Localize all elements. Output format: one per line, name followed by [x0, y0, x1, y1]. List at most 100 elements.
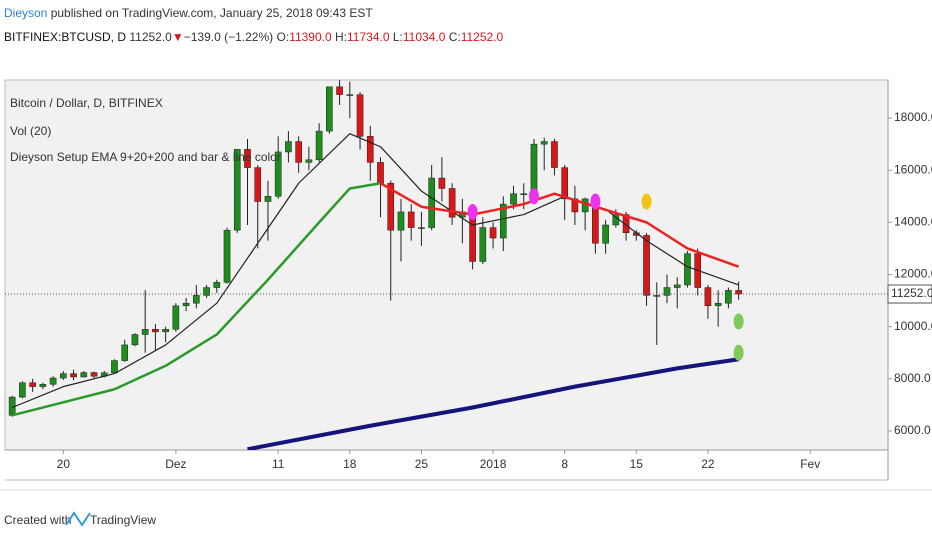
high: 11734.0 — [347, 30, 390, 44]
candle-body — [540, 141, 548, 145]
candle-body — [162, 329, 169, 333]
signal-marker — [733, 313, 744, 330]
candle-body — [551, 141, 558, 168]
x-tick-label: 15 — [630, 457, 644, 471]
y-tick-label: 18000.0 — [894, 110, 932, 124]
candle-body — [49, 377, 57, 385]
candle-body — [418, 227, 425, 229]
candle-body — [387, 183, 395, 231]
ema-line — [247, 357, 739, 450]
candle-body — [377, 162, 384, 184]
author: Dieyson — [4, 6, 47, 20]
y-tick-label: 14000.0 — [894, 215, 932, 229]
candle-body — [315, 130, 323, 161]
candle-body — [244, 149, 251, 168]
candle-body — [172, 305, 180, 330]
candle-body — [326, 86, 333, 132]
candle-body — [223, 229, 231, 283]
candle-body — [131, 334, 139, 346]
candle-body — [60, 373, 67, 379]
c-label: C: — [449, 30, 461, 44]
footer-created: Created with — [4, 513, 71, 527]
candle-body — [530, 143, 538, 194]
candle-body — [233, 149, 241, 231]
candle-body — [510, 193, 517, 205]
o-label: O: — [277, 30, 290, 44]
ema-line — [11, 133, 739, 409]
candle-body — [479, 227, 487, 262]
candle-body — [29, 382, 36, 387]
candle-body — [561, 167, 568, 200]
x-tick-label: Fev — [800, 457, 820, 471]
candle-body — [141, 329, 149, 335]
y-tick-label: 12000.0 — [894, 267, 932, 281]
candle-body — [152, 329, 159, 333]
low: 11034.0 — [403, 30, 446, 44]
signal-marker — [467, 203, 478, 220]
ema-line — [11, 182, 381, 417]
last-price-box — [887, 284, 932, 304]
candle-body — [254, 167, 262, 202]
candle-body — [438, 177, 446, 189]
x-tick-label: 18 — [343, 457, 357, 471]
y-tick-label: 8000.0 — [894, 371, 931, 385]
candle-body — [653, 295, 661, 297]
candle-body — [356, 94, 364, 137]
signal-marker — [733, 344, 744, 361]
candle-body — [643, 235, 650, 296]
footer-brand[interactable]: TradingView — [90, 513, 156, 527]
close: 11252.0 — [461, 30, 504, 44]
quote-line: BITFINEX:BTCUSD, D 11252.0▼−139.0 (−1.22… — [4, 30, 504, 44]
candle-body — [673, 284, 681, 288]
candle-body — [336, 86, 343, 95]
last: 11252.0 — [129, 30, 172, 44]
candle-body — [285, 141, 292, 153]
candle-body — [428, 177, 435, 228]
candle-body — [70, 373, 77, 378]
legend-entry: Dieyson Setup EMA 9+20+200 and bar & lin… — [10, 150, 281, 164]
candle-body — [39, 384, 47, 387]
candle-body — [111, 360, 118, 374]
candle-body — [305, 159, 313, 163]
signal-marker — [641, 193, 652, 210]
legend-entry: Vol (20) — [10, 124, 51, 138]
x-tick-label: Dez — [165, 457, 186, 471]
x-tick-label: 8 — [561, 457, 568, 471]
signal-marker — [590, 193, 601, 210]
last-price-label: 11252.0 — [891, 286, 932, 300]
candle-body — [80, 372, 88, 378]
candle-body — [274, 151, 282, 197]
candle-body — [90, 372, 98, 377]
candle-body — [346, 94, 354, 96]
candle-body — [663, 287, 671, 296]
candle-body — [213, 282, 221, 288]
candle-body — [489, 227, 497, 239]
candle-body — [182, 302, 190, 307]
y-tick-label: 10000.0 — [894, 319, 932, 333]
candle-body — [397, 211, 405, 231]
candle-body — [448, 188, 456, 218]
l-label: L: — [393, 30, 403, 44]
plot — [8, 80, 744, 450]
candle-body — [704, 287, 712, 307]
x-tick-label: 25 — [415, 457, 429, 471]
candle-body — [499, 203, 507, 239]
candle-body — [203, 287, 210, 296]
x-tick-label: 2018 — [480, 457, 507, 471]
header-line: Dieyson published on TradingView.com, Ja… — [4, 6, 373, 20]
plot-area — [4, 79, 889, 451]
x-tick-label: 20 — [57, 457, 71, 471]
y-tick-label: 16000.0 — [894, 162, 932, 176]
candle-body — [622, 214, 630, 234]
candle-body — [366, 136, 374, 163]
y-tick-label: 6000.0 — [894, 423, 931, 437]
ema-line — [379, 182, 740, 268]
candle-body — [735, 290, 742, 295]
open: 11390.0 — [289, 30, 332, 44]
x-tick-label: 22 — [701, 457, 715, 471]
candle-body — [193, 295, 200, 304]
h-label: H: — [335, 30, 347, 44]
brand-logo — [65, 511, 91, 527]
candle-body — [714, 302, 722, 307]
